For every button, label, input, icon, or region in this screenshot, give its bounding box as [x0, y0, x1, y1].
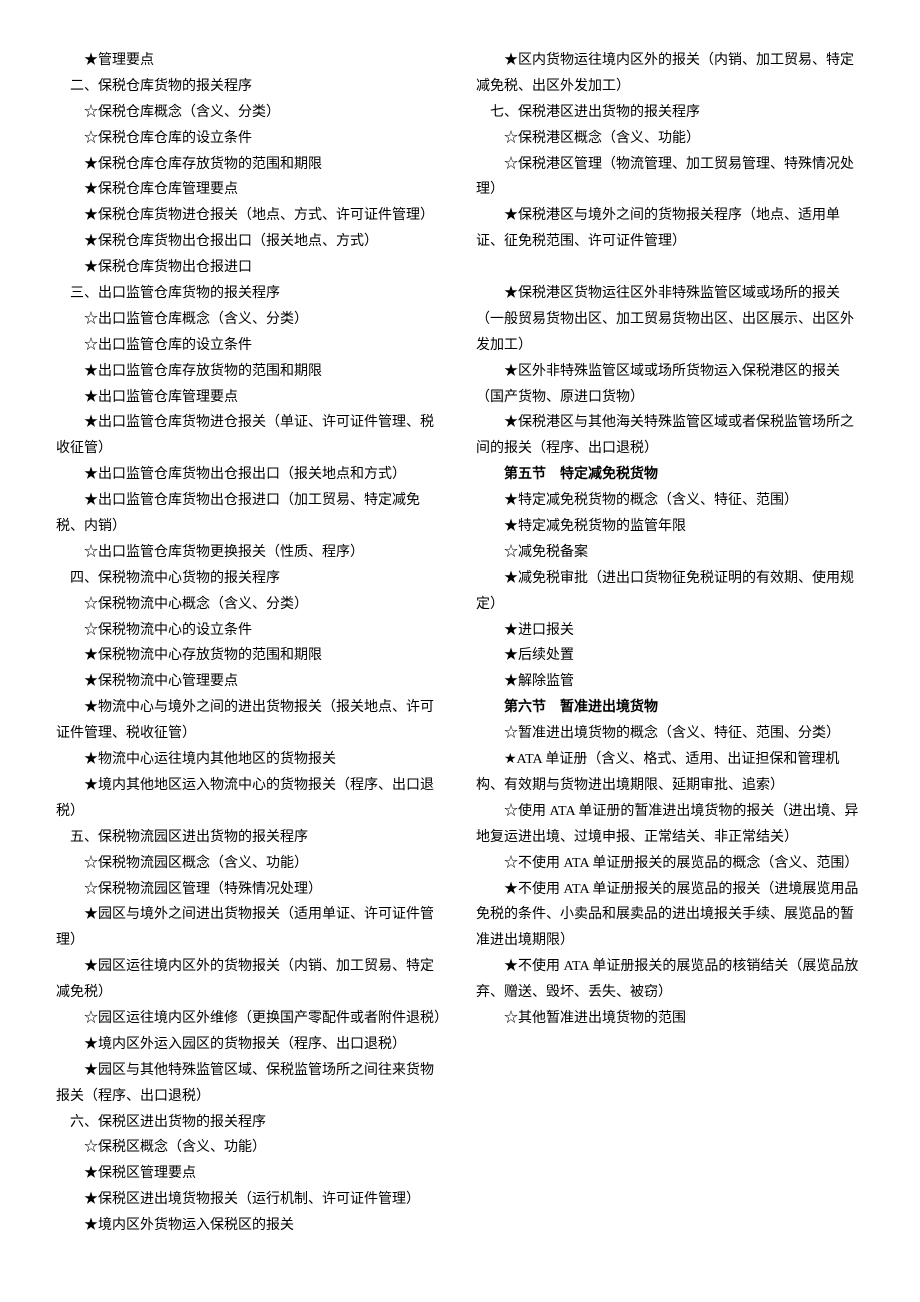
content-line: 二、保税仓库货物的报关程序: [56, 74, 444, 100]
content-line: ★进口报关: [476, 618, 864, 644]
content-line: ☆园区运往境内区外维修（更换国产零配件或者附件退税）: [56, 1006, 444, 1032]
content-line: ☆保税物流中心概念（含义、分类）: [56, 592, 444, 618]
section-heading: 第六节 暂准进出境货物: [476, 695, 864, 721]
content-line: ★保税区管理要点: [56, 1161, 444, 1187]
content-line: ★保税区进出境货物报关（运行机制、许可证件管理）: [56, 1187, 444, 1213]
content-line: 三、出口监管仓库货物的报关程序: [56, 281, 444, 307]
content-line: ☆保税物流园区概念（含义、功能）: [56, 851, 444, 877]
content-line: ★出口监管仓库货物出仓报出口（报关地点和方式）: [56, 462, 444, 488]
content-line: ☆出口监管仓库的设立条件: [56, 333, 444, 359]
content-line: ★不使用 ATA 单证册报关的展览品的核销结关（展览品放弃、赠送、毁坏、丢失、被…: [476, 954, 864, 1006]
content-line: [476, 255, 864, 281]
content-line: ☆保税港区管理（物流管理、加工贸易管理、特殊情况处理）: [476, 152, 864, 204]
content-line: ☆出口监管仓库概念（含义、分类）: [56, 307, 444, 333]
document-body: ★管理要点二、保税仓库货物的报关程序☆保税仓库概念（含义、分类）☆保税仓库仓库的…: [56, 48, 864, 1254]
content-line: ★保税仓库货物出仓报进口: [56, 255, 444, 281]
content-line: 六、保税区进出货物的报关程序: [56, 1110, 444, 1136]
content-line: ★后续处置: [476, 643, 864, 669]
content-line: ★境内区外运入园区的货物报关（程序、出口退税）: [56, 1032, 444, 1058]
content-line: ☆减免税备案: [476, 540, 864, 566]
content-line: ☆不使用 ATA 单证册报关的展览品的概念（含义、范围）: [476, 851, 864, 877]
content-line: ★区内货物运往境内区外的报关（内销、加工贸易、特定减免税、出区外发加工）: [476, 48, 864, 100]
content-line: ☆保税区概念（含义、功能）: [56, 1135, 444, 1161]
content-line: ★保税港区货物运往区外非特殊监管区域或场所的报关（一般贸易货物出区、加工贸易货物…: [476, 281, 864, 359]
content-line: ☆保税仓库概念（含义、分类）: [56, 100, 444, 126]
content-line: ★不使用 ATA 单证册报关的展览品的报关（进境展览用品免税的条件、小卖品和展卖…: [476, 877, 864, 955]
content-line: 五、保税物流园区进出货物的报关程序: [56, 825, 444, 851]
content-line: ★境内区外货物运入保税区的报关: [56, 1213, 444, 1239]
content-line: ★特定减免税货物的监管年限: [476, 514, 864, 540]
content-line: ★出口监管仓库货物出仓报进口（加工贸易、特定减免税、内销）: [56, 488, 444, 540]
content-line: ☆使用 ATA 单证册的暂准进出境货物的报关（进出境、异地复运进出境、过境申报、…: [476, 799, 864, 851]
content-line: ★解除监管: [476, 669, 864, 695]
content-line: ★保税港区与其他海关特殊监管区域或者保税监管场所之间的报关（程序、出口退税）: [476, 410, 864, 462]
content-line: ☆保税物流园区管理（特殊情况处理）: [56, 877, 444, 903]
content-line: ★减免税审批（进出口货物征免税证明的有效期、使用规定）: [476, 566, 864, 618]
content-line: ★物流中心运往境内其他地区的货物报关: [56, 747, 444, 773]
content-line: ★出口监管仓库管理要点: [56, 385, 444, 411]
content-line: ★管理要点: [56, 48, 444, 74]
content-line: ☆出口监管仓库货物更换报关（性质、程序）: [56, 540, 444, 566]
content-line: ☆保税物流中心的设立条件: [56, 618, 444, 644]
content-line: ★境内其他地区运入物流中心的货物报关（程序、出口退税）: [56, 773, 444, 825]
content-line: ★保税港区与境外之间的货物报关程序（地点、适用单证、征免税范围、许可证件管理）: [476, 203, 864, 255]
content-line: ☆保税仓库仓库的设立条件: [56, 126, 444, 152]
content-line: ☆其他暂准进出境货物的范围: [476, 1006, 864, 1032]
content-line: 四、保税物流中心货物的报关程序: [56, 566, 444, 592]
content-line: ★出口监管仓库货物进仓报关（单证、许可证件管理、税收征管）: [56, 410, 444, 462]
content-line: ★保税物流中心管理要点: [56, 669, 444, 695]
content-line: ★保税仓库货物进仓报关（地点、方式、许可证件管理）: [56, 203, 444, 229]
content-line: ★保税仓库仓库存放货物的范围和期限: [56, 152, 444, 178]
content-line: ★园区与其他特殊监管区域、保税监管场所之间往来货物报关（程序、出口退税）: [56, 1058, 444, 1110]
content-line: ★物流中心与境外之间的进出货物报关（报关地点、许可证件管理、税收征管）: [56, 695, 444, 747]
content-line: ★保税物流中心存放货物的范围和期限: [56, 643, 444, 669]
content-line: ☆暂准进出境货物的概念（含义、特征、范围、分类）: [476, 721, 864, 747]
content-line: ★出口监管仓库存放货物的范围和期限: [56, 359, 444, 385]
content-line: ★保税仓库货物出仓报出口（报关地点、方式）: [56, 229, 444, 255]
content-line: ★园区与境外之间进出货物报关（适用单证、许可证件管理）: [56, 902, 444, 954]
content-line: ★区外非特殊监管区域或场所货物运入保税港区的报关（国产货物、原进口货物）: [476, 359, 864, 411]
content-line: ★园区运往境内区外的货物报关（内销、加工贸易、特定减免税）: [56, 954, 444, 1006]
section-heading: 第五节 特定减免税货物: [476, 462, 864, 488]
content-line: ★ATA 单证册（含义、格式、适用、出证担保和管理机构、有效期与货物进出境期限、…: [476, 747, 864, 799]
content-line: ☆保税港区概念（含义、功能）: [476, 126, 864, 152]
content-line: 七、保税港区进出货物的报关程序: [476, 100, 864, 126]
content-line: ★保税仓库仓库管理要点: [56, 177, 444, 203]
content-line: ★特定减免税货物的概念（含义、特征、范围）: [476, 488, 864, 514]
